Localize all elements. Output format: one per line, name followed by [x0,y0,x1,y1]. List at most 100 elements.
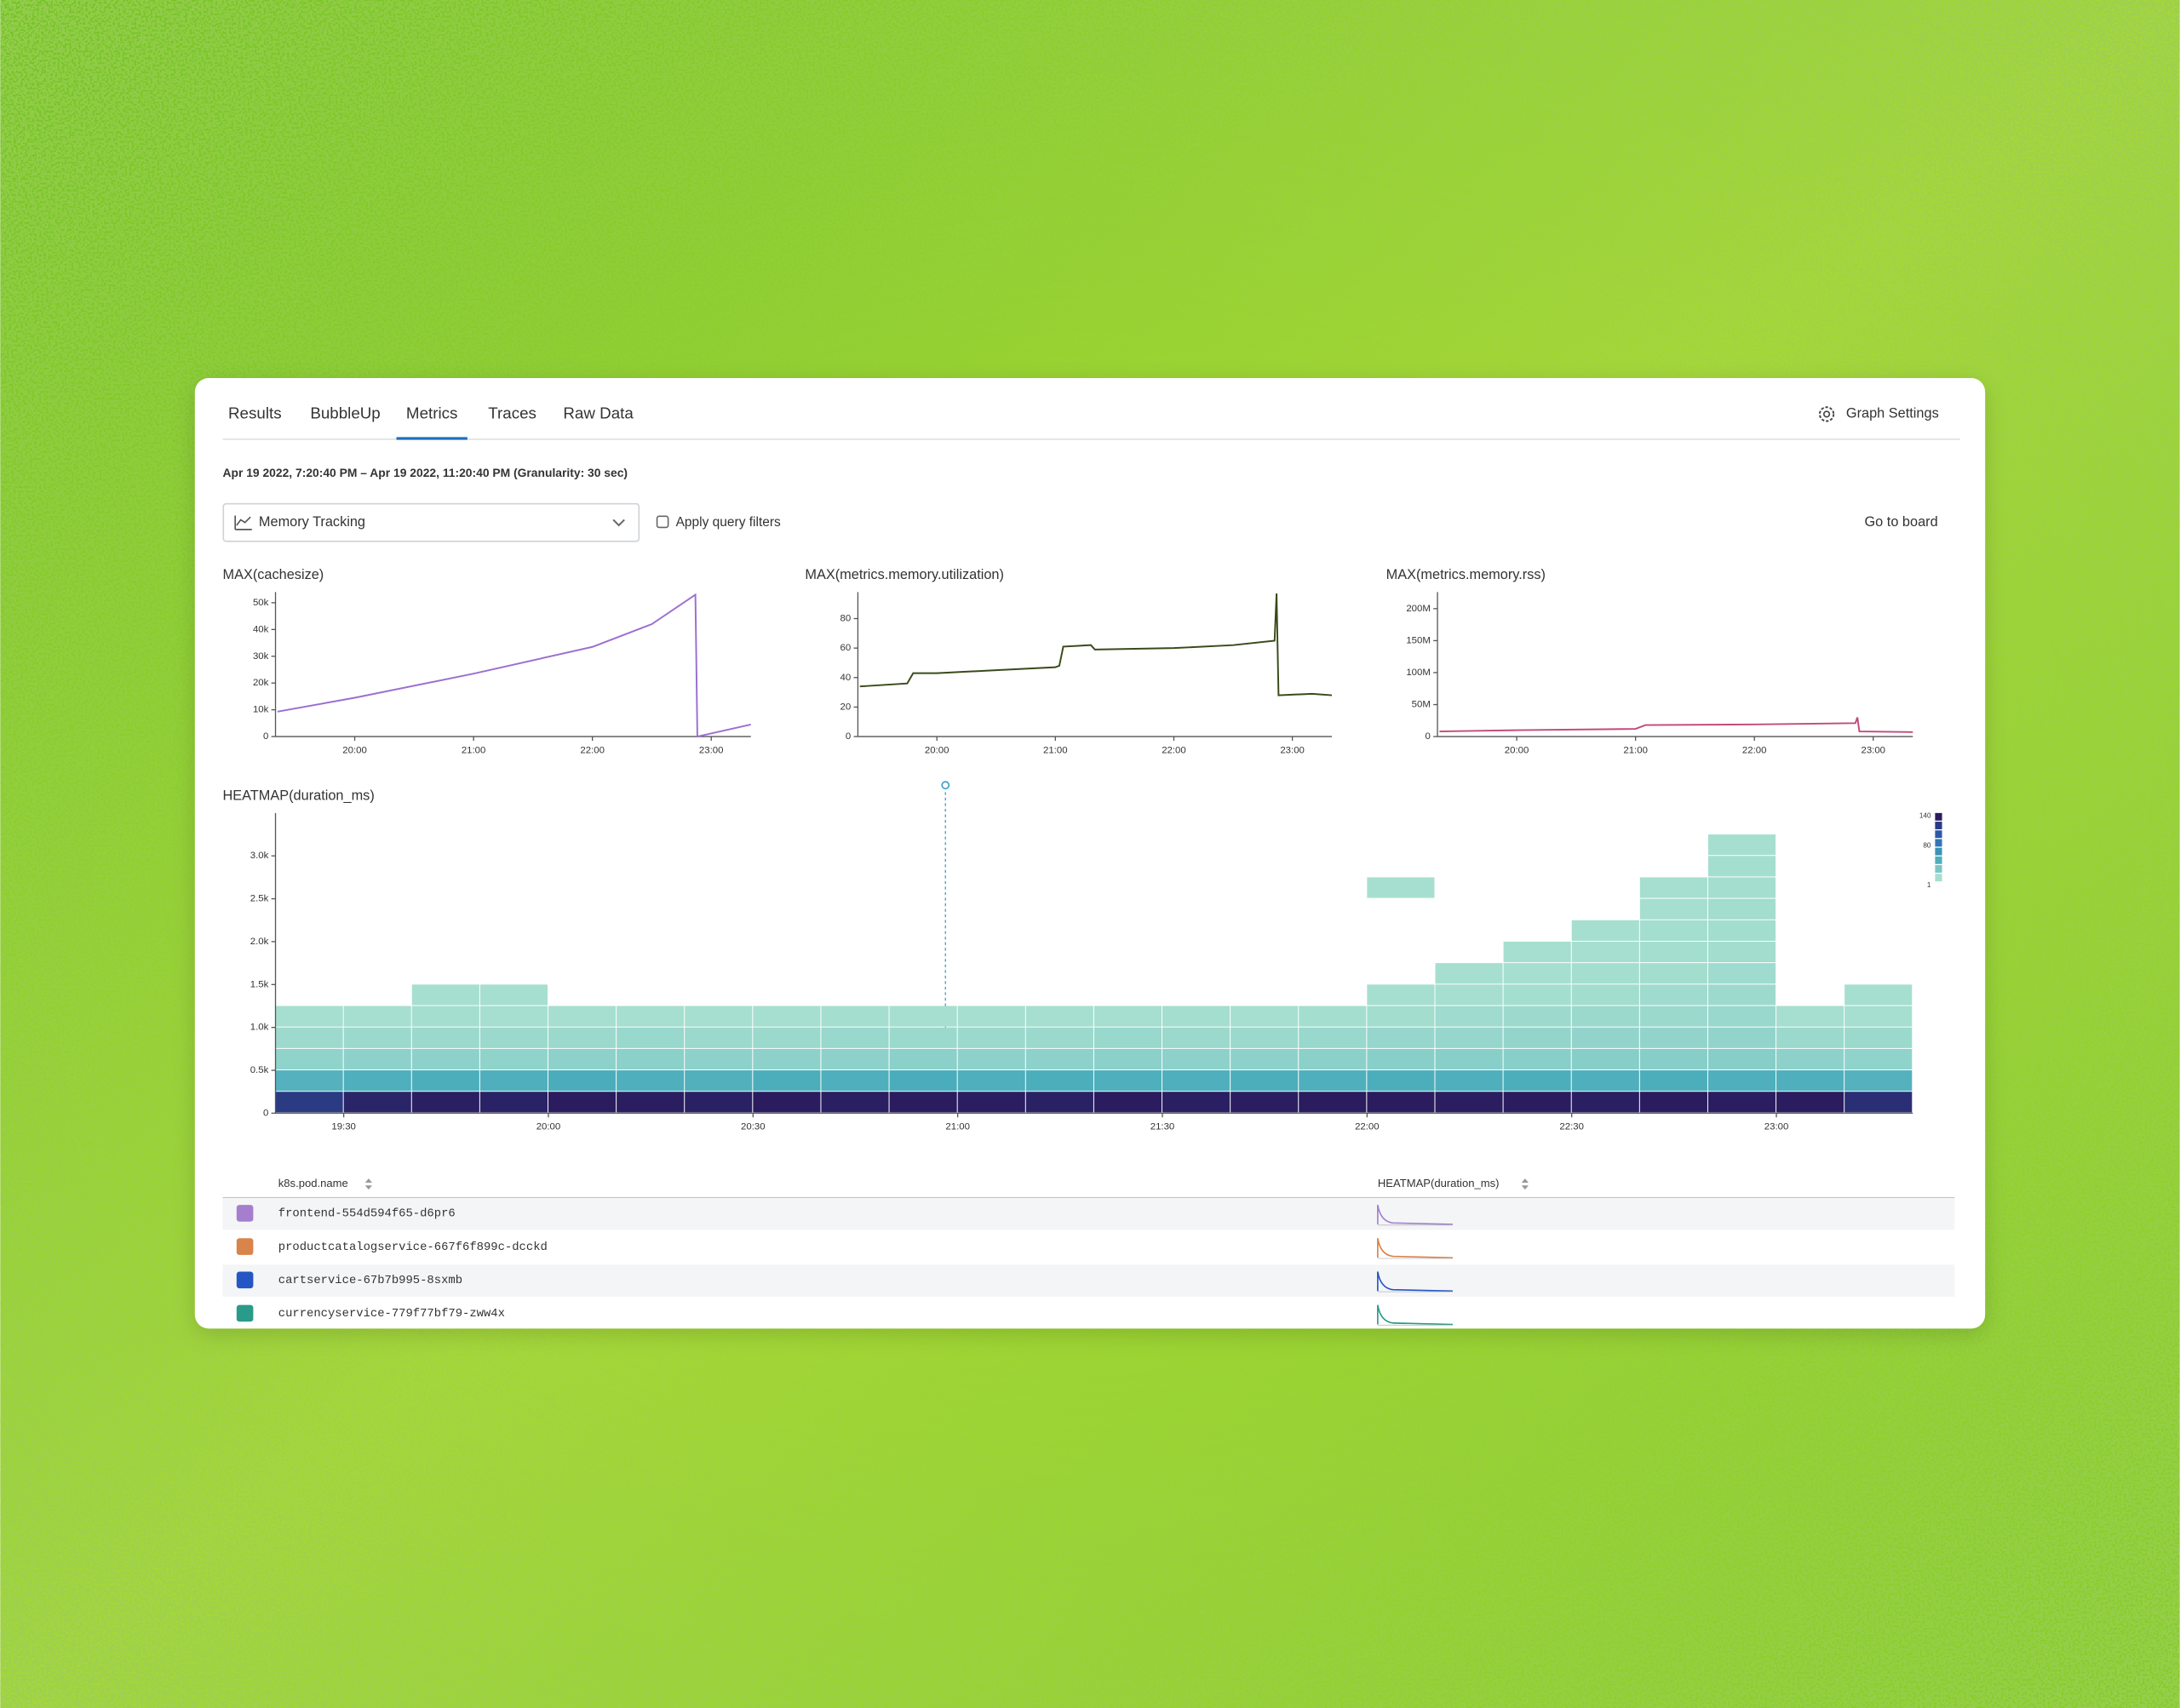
hover-marker-handle[interactable] [941,781,950,790]
heatmap-cell [275,1006,343,1027]
heatmap-cell [1299,1070,1367,1092]
heatmap-cell [1844,1092,1913,1113]
gear-icon [1818,406,1835,422]
chart-title: MAX(metrics.memory.utilization) [805,567,1004,582]
tab[interactable]: BubbleUp [310,404,380,421]
heatmap-cell [548,1027,617,1048]
tab[interactable]: Results [228,404,282,421]
heatmap-cell [821,1048,889,1070]
heatmap-cell [1776,1027,1844,1048]
heatmap-cell [1162,1092,1231,1113]
heatmap-cell [889,1092,957,1113]
x-tick-label: 21:00 [945,1122,970,1132]
legend-label: 80 [1923,841,1931,849]
sort-icon[interactable] [1521,1178,1529,1190]
y-tick-label: 40k [253,624,269,634]
gear-icon-center [1822,410,1831,418]
heatmap-cell [821,1006,889,1027]
y-tick-label: 2.0k [250,937,269,947]
heatmap-cell [1844,1027,1913,1048]
heatmap-cell [1435,1006,1503,1027]
heatmap-cell [1844,1070,1913,1092]
results-table: k8s.pod.name HEATMAP(duration_ms) frontend… [222,1177,1955,1326]
heatmap-cell [479,1027,548,1048]
tab[interactable]: Metrics [406,404,457,421]
sort-icon[interactable] [364,1178,372,1190]
x-tick-label: 21:00 [462,745,486,755]
heatmap-cell [1367,984,1435,1006]
dropdown-box[interactable] [222,502,640,542]
heatmap-cell [1299,1092,1367,1113]
tab[interactable]: Traces [488,404,536,421]
heatmap-cell [1639,1092,1707,1113]
heatmap-cell [1093,1006,1162,1027]
heatmap-cell [1503,1006,1571,1027]
row-stripe [222,1264,1955,1297]
panel [194,377,1986,1329]
heatmap-cell [548,1048,617,1070]
heatmap-cell [685,1048,753,1070]
heatmap-cell [1435,1070,1503,1092]
heatmap-cell [275,1092,343,1113]
heatmap-cell [411,984,479,1006]
x-tick-label: 22:00 [1742,745,1767,755]
heatmap-cell [1435,1027,1503,1048]
y-tick-label: 0.5k [250,1065,269,1075]
column-header[interactable]: HEATMAP(duration_ms) [1378,1177,1500,1189]
dropdown-value[interactable]: Memory Tracking [259,514,365,530]
heatmap-cell [1571,1006,1639,1027]
heatmap-cell [753,1027,821,1048]
y-tick-label: 0 [1426,731,1431,742]
heatmap-cell [617,1048,685,1070]
heatmap-cell [889,1027,957,1048]
heatmap-cell [1707,898,1776,920]
heatmap-cell [685,1070,753,1092]
filter-label[interactable]: Apply query filters [676,515,781,530]
chart-title: MAX(metrics.memory.rss) [1386,567,1546,582]
filter-checkbox[interactable] [656,515,669,529]
heatmap-cell [411,1027,479,1048]
legend-swatch [1935,847,1942,856]
query-dropdown[interactable]: Memory Tracking [222,502,640,542]
column-header[interactable]: k8s.pod.name [278,1177,348,1189]
heatmap-cell [1707,1048,1776,1070]
legend-swatch [1935,865,1942,873]
graph-settings-label[interactable]: Graph Settings [1846,406,1939,421]
row-sparkline [1377,1271,1454,1292]
heatmap-cell [1707,1070,1776,1092]
heatmap-cell [821,1092,889,1113]
legend-swatch [1935,812,1942,821]
heatmap-cell [1571,1092,1639,1113]
heatmap-cell [753,1048,821,1070]
graph-settings-button[interactable]: Graph Settings [1818,406,1939,422]
tab[interactable]: Raw Data [563,404,634,421]
heatmap-cell [479,1006,548,1027]
y-tick-label: 0 [263,731,268,742]
chart-title: MAX(cachesize) [222,567,324,582]
active-tab-indicator [396,437,468,440]
heatmap-cell [1093,1048,1162,1070]
heatmap-cell [1707,941,1776,963]
heatmap-cell [1571,1070,1639,1092]
y-tick-label: 80 [840,614,852,624]
heatmap-cell [411,1092,479,1113]
heatmap-cell [1639,984,1707,1006]
heatmap-cell [479,1048,548,1070]
go-to-board-link[interactable]: Go to board [1864,514,1937,530]
heatmap-cell [1639,920,1707,941]
heatmap-cell [343,1027,411,1048]
heatmap-cell [275,1048,343,1070]
heatmap-cell [1503,1092,1571,1113]
heatmap-cell [1639,941,1707,963]
heatmap-cell [275,1070,343,1092]
heatmap-cell [889,1048,957,1070]
heatmap-cell [1707,877,1776,898]
y-tick-label: 60 [840,643,852,653]
heatmap-cell [617,1027,685,1048]
heatmap-cell [957,1006,1025,1027]
x-tick-label: 22:00 [580,745,605,755]
heatmap-cell [1435,963,1503,984]
chart-title: HEATMAP(duration_ms) [222,788,374,804]
heatmap-cell [889,1070,957,1092]
